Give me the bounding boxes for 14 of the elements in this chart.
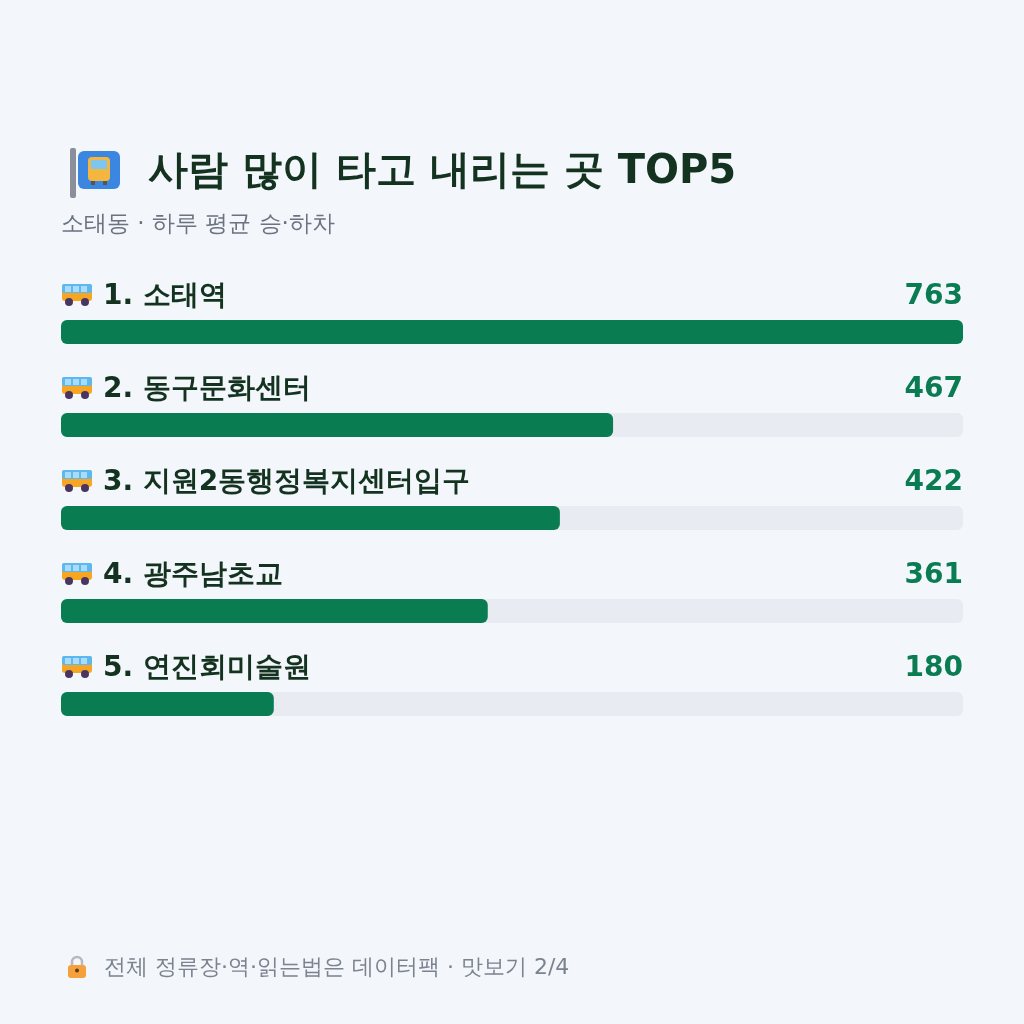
data-label: 422 — [904, 464, 963, 497]
data-label: 763 — [904, 278, 963, 311]
chart-subtitle: 소태동 · 하루 평균 승·하차 — [61, 209, 335, 238]
y-tick-label: 1. 소태역 — [103, 277, 227, 313]
y-tick-label: 2. 동구문화센터 — [103, 370, 311, 406]
text: 전체 정류장·역·읽는법은 데이터팩 · 맛보기 2/4 — [104, 953, 570, 981]
data-label: 467 — [904, 371, 963, 404]
chart-title: 사람 많이 타고 내리는 곳 TOP5 — [148, 145, 737, 194]
y-tick-label: 5. 연진회미술원 — [103, 649, 311, 685]
bar — [61, 692, 274, 716]
y-tick-label: 4. 광주남초교 — [103, 556, 283, 592]
data-label: 361 — [904, 557, 963, 590]
data-label: 180 — [904, 650, 963, 683]
y-tick-label: 3. 지원2동행정복지센터입구 — [103, 463, 471, 499]
